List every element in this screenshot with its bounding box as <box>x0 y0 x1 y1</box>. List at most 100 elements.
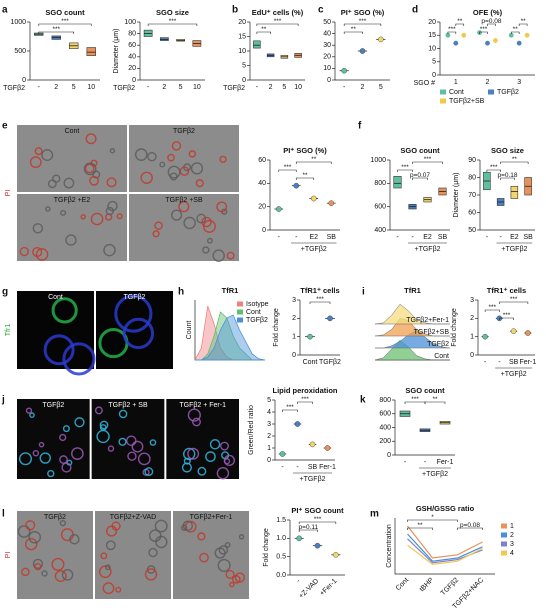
y-tick-label: 15 <box>428 32 436 39</box>
x-tick-label: - <box>295 234 298 241</box>
x-tick-label: SB <box>438 234 448 241</box>
significance: *** <box>274 18 282 25</box>
x-tick-label: 1 <box>454 79 458 86</box>
dot <box>341 67 347 74</box>
bracket <box>397 169 413 172</box>
dot <box>482 333 488 340</box>
bracket <box>447 31 457 34</box>
x-tick-label: - <box>343 84 346 91</box>
cell <box>59 455 68 464</box>
legend-swatch <box>501 532 507 538</box>
image-tile <box>173 511 249 599</box>
significance: *** <box>411 396 419 403</box>
y-axis-label: Diameter (μm) <box>453 173 460 218</box>
cell <box>104 564 111 571</box>
cell <box>90 212 104 226</box>
line <box>407 533 483 562</box>
legend-label: 4 <box>510 550 514 557</box>
cell <box>223 458 231 465</box>
cell <box>131 440 144 453</box>
x-tick-label: 5 <box>379 84 383 91</box>
bracket <box>278 169 297 172</box>
x-tick-label: - <box>499 234 502 241</box>
y-tick-label: 5 <box>267 397 271 404</box>
significance: *** <box>424 156 432 163</box>
x-tick-label: E2 <box>510 234 519 241</box>
bracket <box>424 401 446 404</box>
bracket <box>343 23 382 26</box>
chart-title: SGO size <box>491 146 524 155</box>
x-tick-label: Cont <box>303 359 318 366</box>
box <box>253 40 261 49</box>
dot <box>309 441 316 448</box>
dot <box>510 328 517 334</box>
cell <box>102 582 115 595</box>
y-tick-label: 40 <box>258 180 266 187</box>
x-tick-label: - <box>256 84 259 91</box>
x-tick-label: 5 <box>72 84 76 91</box>
panel-letter: i <box>362 287 365 298</box>
y-axis-label: Fold change <box>451 308 458 347</box>
cell <box>34 147 43 156</box>
legend-swatch <box>488 89 494 95</box>
side-label: Tfr1 <box>5 324 12 337</box>
dot <box>279 451 286 457</box>
x-tick-label: - <box>278 234 281 241</box>
cell <box>231 575 241 584</box>
y-tick-label: 20 <box>258 204 266 211</box>
cell <box>39 452 51 464</box>
chart-title: SGO count <box>45 8 85 17</box>
cell <box>116 213 123 220</box>
dot <box>378 36 384 43</box>
y-tick-label: 600 <box>374 204 386 211</box>
group-label: +TGFβ2 <box>301 246 327 253</box>
y-tick-label: 0.5 <box>276 554 286 561</box>
cell <box>154 519 168 533</box>
cell <box>152 230 160 238</box>
image-label: Cont <box>65 128 80 135</box>
x-tick-label: 2 <box>54 84 58 91</box>
panel-letter: g <box>2 287 8 298</box>
y-axis-label: Fold change <box>273 308 280 347</box>
side-label: PI <box>5 552 12 559</box>
image-label: TGFβ2 <box>124 294 146 301</box>
y-tick-label: 0 <box>470 352 474 359</box>
significance: *** <box>401 164 409 171</box>
cell <box>234 572 245 583</box>
cell <box>28 530 42 544</box>
cell <box>225 569 235 579</box>
x-tick-label: Fer-1 <box>520 359 537 366</box>
image-label: TGFβ2 +SB <box>165 197 203 204</box>
cell <box>51 297 78 324</box>
cell <box>94 406 103 415</box>
y-tick-label: 1.5 <box>276 517 286 524</box>
cell <box>114 294 153 333</box>
y-tick-label: 0.0 <box>276 572 286 579</box>
image-tile <box>91 399 165 479</box>
cell <box>45 206 51 212</box>
panel-letter: a <box>2 5 8 16</box>
image-label: TGFβ2 <box>173 128 195 135</box>
y-tick-label: 2 <box>267 433 271 440</box>
panel-letter: d <box>412 5 418 16</box>
bracket <box>487 23 496 26</box>
dot <box>525 330 531 336</box>
y-tick-label: 70 <box>468 192 476 199</box>
cell <box>41 149 54 162</box>
cell <box>34 562 42 571</box>
axes <box>249 22 305 81</box>
dot <box>508 32 514 38</box>
cell <box>218 545 229 555</box>
ridge <box>374 318 450 337</box>
y-tick-label: 1000 <box>10 19 26 26</box>
y-tick-label: 20 <box>238 19 246 26</box>
dot <box>275 206 282 212</box>
bracket <box>499 317 514 320</box>
x-tick-label: 2 <box>486 79 490 86</box>
side-label: PI <box>5 190 12 197</box>
y-tick-label: 1000 <box>370 157 386 164</box>
cell <box>159 161 166 168</box>
chart-title: SGO count <box>400 146 440 155</box>
dot <box>485 40 490 46</box>
cell <box>220 441 229 451</box>
